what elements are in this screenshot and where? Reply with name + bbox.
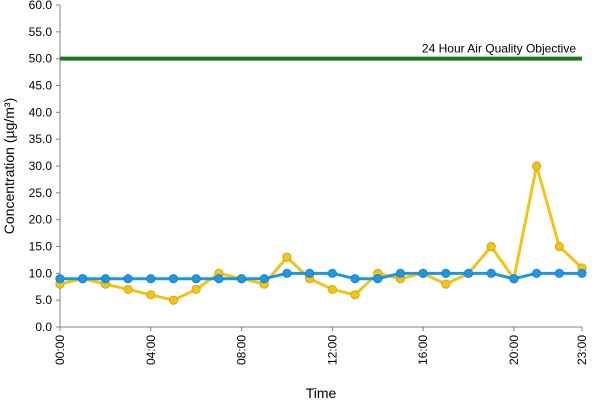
series-2-point (259, 274, 269, 284)
series-2-point (123, 274, 133, 284)
y-tick-label: 5.0 (35, 293, 52, 307)
x-tick-label: 16:00 (416, 335, 430, 365)
reference-line-label: 24 Hour Air Quality Objective (422, 42, 576, 56)
series-2-point (146, 274, 156, 284)
series-2-point (282, 268, 292, 278)
series-2-point (236, 274, 247, 284)
y-tick-label: 30.0 (29, 159, 53, 173)
y-tick-label: 35.0 (29, 132, 53, 146)
series-2-point (350, 274, 360, 284)
y-axis-title: Concentration (µg/m³) (1, 98, 17, 234)
y-tick-label: 10.0 (29, 266, 53, 280)
series-2-point (418, 268, 428, 278)
x-tick-label: 08:00 (235, 335, 249, 365)
series-2-point (191, 274, 201, 284)
series-2-point (100, 274, 110, 284)
series-group (55, 161, 587, 305)
series-1-point (532, 161, 542, 171)
y-tick-label: 55.0 (29, 25, 53, 39)
series-1-point (350, 290, 360, 300)
series-2-point (395, 268, 406, 278)
series-2-point (168, 274, 179, 284)
series-1-point (441, 279, 451, 289)
series-2-point (463, 268, 474, 278)
series-2-point (577, 268, 587, 278)
series-2-point (305, 268, 315, 278)
x-tick-label: 23:00 (575, 335, 589, 365)
series-1-point (554, 241, 564, 252)
y-tick-label: 20.0 (29, 213, 53, 227)
series-2-point (532, 268, 542, 278)
series-2-point (554, 268, 564, 278)
x-tick-label: 20:00 (507, 335, 521, 365)
series-1-point (282, 252, 292, 262)
series-1-point (327, 284, 337, 295)
y-tick-label: 60.0 (29, 0, 53, 12)
x-tick-label: 12:00 (325, 335, 339, 365)
series-2-point (327, 268, 337, 278)
y-tick-label: 45.0 (29, 79, 53, 93)
series-2-point (214, 274, 224, 284)
series-2-point (373, 274, 383, 284)
series-2-point (78, 274, 88, 284)
series-1-point (123, 284, 133, 295)
x-axis-ticks: 00:00 04:00 08:00 12:00 16:00 20:00 23:00 (53, 327, 589, 365)
series-2-point (509, 274, 519, 284)
series-1-point (146, 290, 156, 300)
x-axis-title: Time (306, 385, 337, 400)
series-2-point (55, 274, 65, 284)
y-tick-label: 40.0 (29, 105, 53, 119)
series-1-point (191, 284, 201, 295)
y-axis-ticks: 0.0 5.0 10.0 15.0 20.0 25.0 30.0 35.0 40.0 45.0 50… (29, 0, 60, 334)
series-2-point (441, 268, 451, 278)
series-1-point (168, 295, 179, 305)
y-tick-label: 15.0 (29, 240, 53, 254)
series-line-2 (60, 271, 582, 281)
series-1-point (486, 241, 496, 252)
reference-line-group: 24 Hour Air Quality Objective (60, 42, 582, 61)
x-tick-label: 04:00 (144, 335, 158, 365)
y-tick-label: 25.0 (29, 186, 53, 200)
series-2-point (486, 268, 496, 278)
y-tick-label: 0.0 (35, 320, 52, 334)
y-tick-label: 50.0 (29, 52, 53, 66)
x-tick-label: 00:00 (53, 335, 67, 365)
